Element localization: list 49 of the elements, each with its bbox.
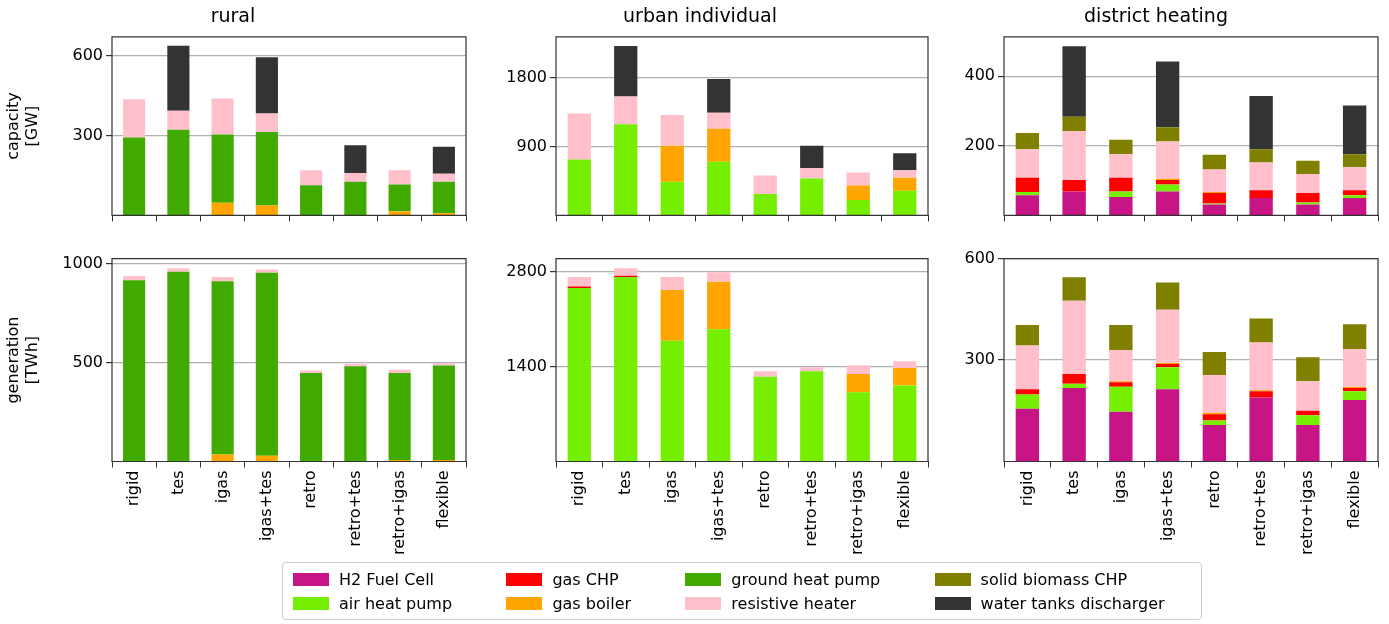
y-tick-label: 200: [964, 134, 995, 154]
x-tick-label: igas: [1110, 470, 1130, 504]
x-tick-label: igas+tes: [1156, 470, 1176, 542]
y-axis-title: capacity [GW]: [2, 92, 41, 160]
x-tick-label: retro+tes: [800, 470, 820, 547]
y-axis-title: generation [TWh]: [2, 316, 41, 404]
x-tick-label: tes: [1063, 470, 1083, 495]
y-tick-label: 1400: [506, 355, 547, 375]
legend-label: gas CHP: [552, 569, 619, 589]
legend-label: ground heat pump: [731, 569, 881, 589]
x-tick-label: retro: [1203, 470, 1223, 509]
x-tick-label: flexible: [893, 470, 913, 529]
x-tick-label: retro+igas: [1297, 470, 1317, 556]
y-tick-label: 500: [72, 351, 103, 371]
legend-label: H2 Fuel Cell: [339, 569, 435, 589]
x-tick-label: igas+tes: [256, 470, 276, 542]
legend-label: solid biomass CHP: [980, 569, 1128, 589]
x-tick-label: igas: [211, 470, 231, 504]
chart-title: district heating: [1084, 4, 1228, 27]
chart-title: rural: [210, 4, 256, 27]
y-tick-label: 900: [516, 135, 547, 155]
x-tick-label: retro+tes: [344, 470, 364, 547]
legend-label: resistive heater: [731, 593, 857, 613]
y-tick-label: 2800: [506, 260, 547, 280]
legend-label: water tanks discharger: [980, 593, 1165, 613]
x-tick-label: retro: [300, 470, 320, 509]
y-tick-label: 1800: [506, 66, 547, 86]
y-tick-label: 1000: [62, 253, 103, 273]
x-tick-label: retro+tes: [1250, 470, 1270, 547]
x-tick-label: rigid: [568, 470, 588, 507]
y-tick-label: 300: [72, 124, 103, 144]
x-tick-label: retro+igas: [388, 470, 408, 556]
x-tick-label: retro+igas: [847, 470, 867, 556]
y-tick-label: 600: [964, 247, 995, 267]
x-tick-label: tes: [614, 470, 634, 495]
legend-label: gas boiler: [552, 593, 632, 613]
x-tick-label: flexible: [1343, 470, 1363, 529]
x-tick-label: retro: [754, 470, 774, 509]
legend-label: air heat pump: [339, 593, 453, 613]
x-tick-label: igas+tes: [707, 470, 727, 542]
y-tick-label: 600: [72, 45, 103, 65]
y-tick-label: 300: [964, 349, 995, 369]
x-tick-label: rigid: [123, 470, 143, 507]
x-tick-label: rigid: [1016, 470, 1036, 507]
y-tick-label: 400: [964, 65, 995, 85]
x-tick-label: igas: [661, 470, 681, 504]
x-tick-label: tes: [167, 470, 187, 495]
chart-title: urban individual: [623, 4, 777, 27]
x-tick-label: flexible: [433, 470, 453, 529]
